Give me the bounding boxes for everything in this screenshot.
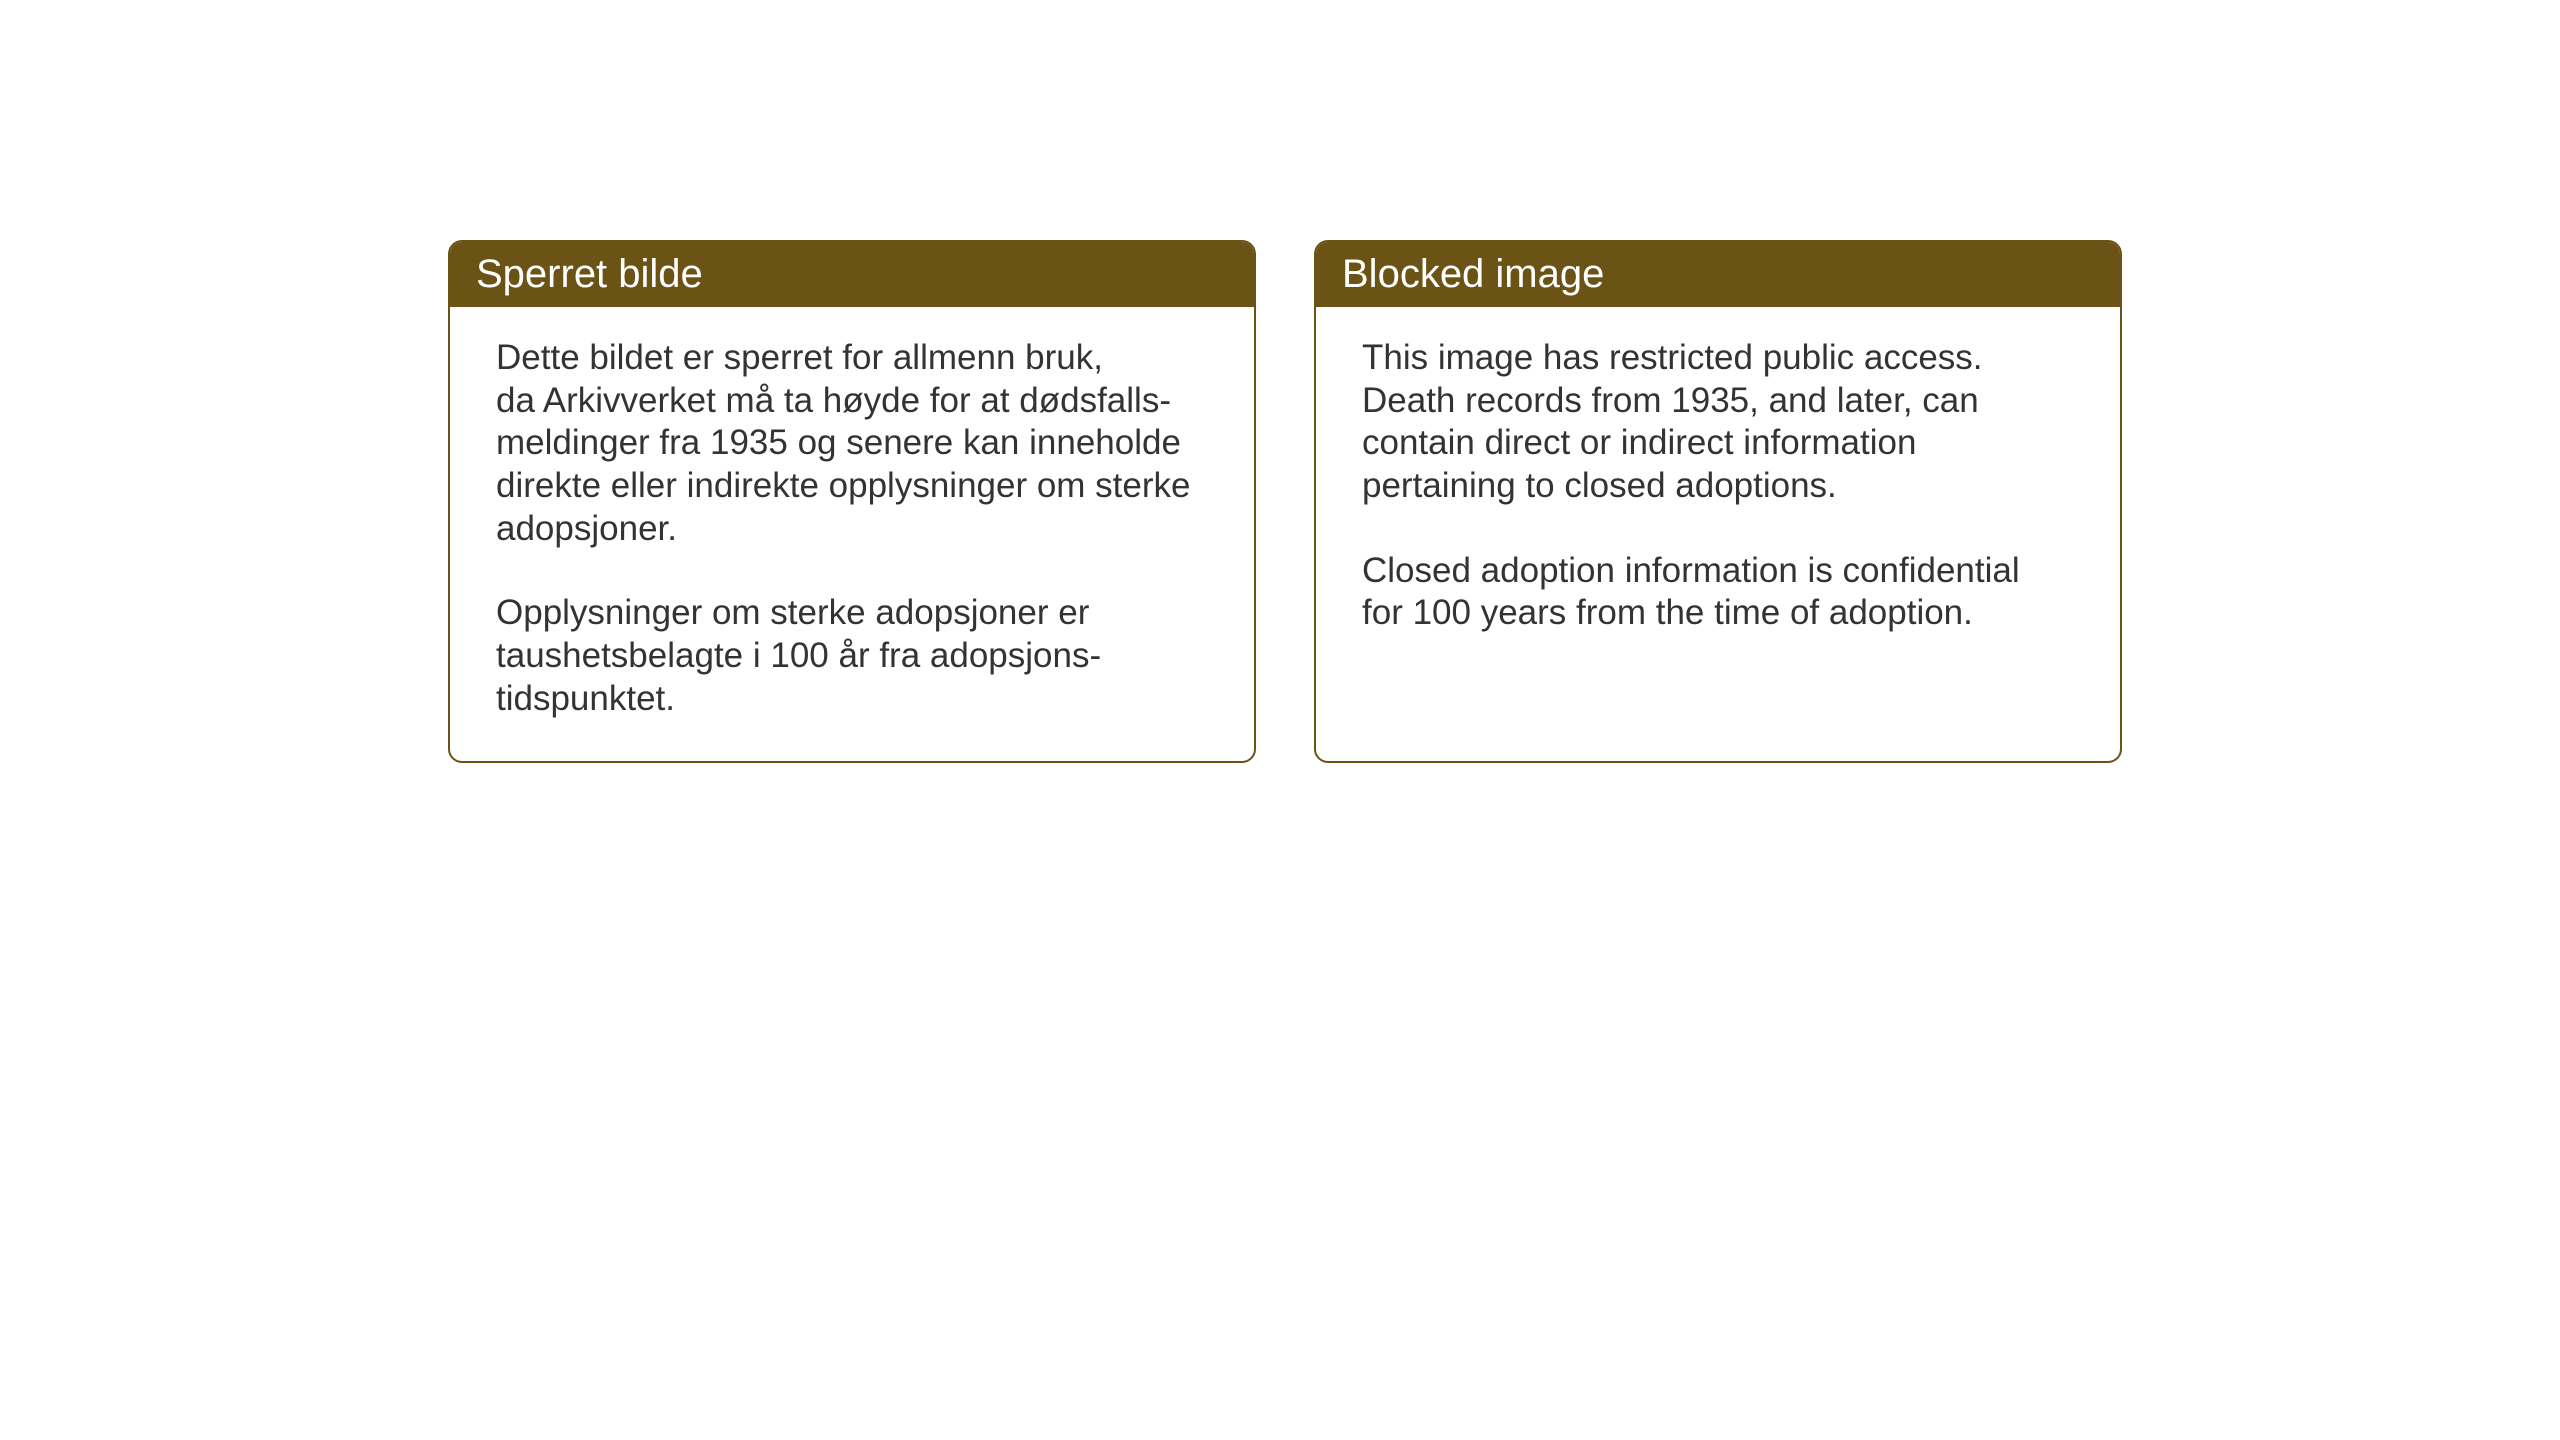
paragraph-2-english: Closed adoption information is confident… [1362,550,2074,635]
card-header-english: Blocked image [1316,242,2120,307]
paragraph-1-norwegian: Dette bildet er sperret for allmenn bruk… [496,337,1208,550]
paragraph-2-norwegian: Opplysninger om sterke adopsjoner er tau… [496,592,1208,720]
notice-card-norwegian: Sperret bilde Dette bildet er sperret fo… [448,240,1256,763]
paragraph-1-english: This image has restricted public access.… [1362,337,2074,508]
notice-card-english: Blocked image This image has restricted … [1314,240,2122,763]
card-header-norwegian: Sperret bilde [450,242,1254,307]
notice-container: Sperret bilde Dette bildet er sperret fo… [448,240,2122,763]
card-body-norwegian: Dette bildet er sperret for allmenn bruk… [450,307,1254,761]
card-body-english: This image has restricted public access.… [1316,307,2120,675]
